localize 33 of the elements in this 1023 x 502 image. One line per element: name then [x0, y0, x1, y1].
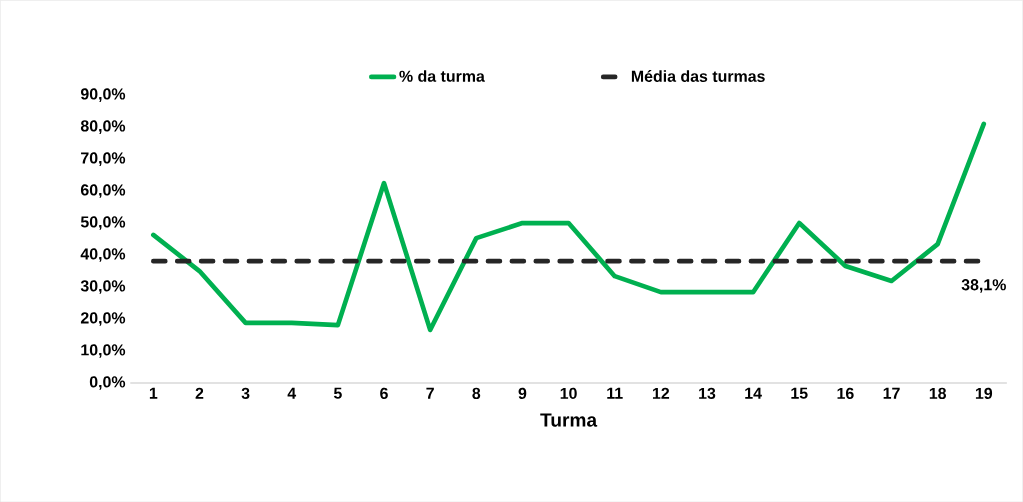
x-tick-label: 15 — [791, 387, 808, 399]
y-tick-label: 80,0% — [80, 120, 126, 134]
y-tick-label: 0,0% — [89, 376, 126, 390]
x-tick-label: 4 — [287, 387, 297, 399]
x-tick-label: 8 — [472, 387, 481, 399]
x-tick-label: 17 — [883, 387, 900, 399]
x-tick-label: 14 — [745, 387, 762, 399]
x-tick-label: 6 — [380, 387, 388, 399]
x-tick-label: 5 — [333, 387, 342, 399]
y-tick-label: 60,0% — [80, 184, 126, 198]
data-label: 38,1% — [961, 278, 1006, 293]
y-tick-label: 20,0% — [80, 312, 126, 326]
x-tick-label: 19 — [975, 387, 993, 399]
y-tick-label: 40,0% — [80, 248, 126, 262]
y-tick-label: 90,0% — [80, 88, 126, 102]
x-tick-label: 10 — [560, 387, 577, 399]
x-tick-label: 9 — [518, 387, 527, 399]
legend-label: Média das turmas — [631, 69, 765, 82]
y-tick-label: 70,0% — [81, 152, 126, 166]
x-tick-label: 11 — [607, 387, 623, 399]
y-tick-label: 10,0% — [81, 344, 126, 358]
x-tick-label: 16 — [837, 387, 854, 399]
x-axis-title: Turma — [540, 413, 598, 427]
x-tick-label: 13 — [699, 387, 716, 399]
x-tick-label: 1 — [149, 387, 158, 399]
y-tick-label: 30,0% — [80, 280, 126, 294]
x-tick-label: 18 — [929, 387, 947, 399]
x-tick-label: 12 — [652, 387, 670, 399]
y-tick-label: 50,0% — [80, 216, 126, 230]
legend-label: % da turma — [399, 70, 485, 82]
x-tick-label: 2 — [195, 387, 204, 399]
x-tick-label: 3 — [241, 387, 250, 399]
x-tick-label: 7 — [426, 387, 434, 399]
